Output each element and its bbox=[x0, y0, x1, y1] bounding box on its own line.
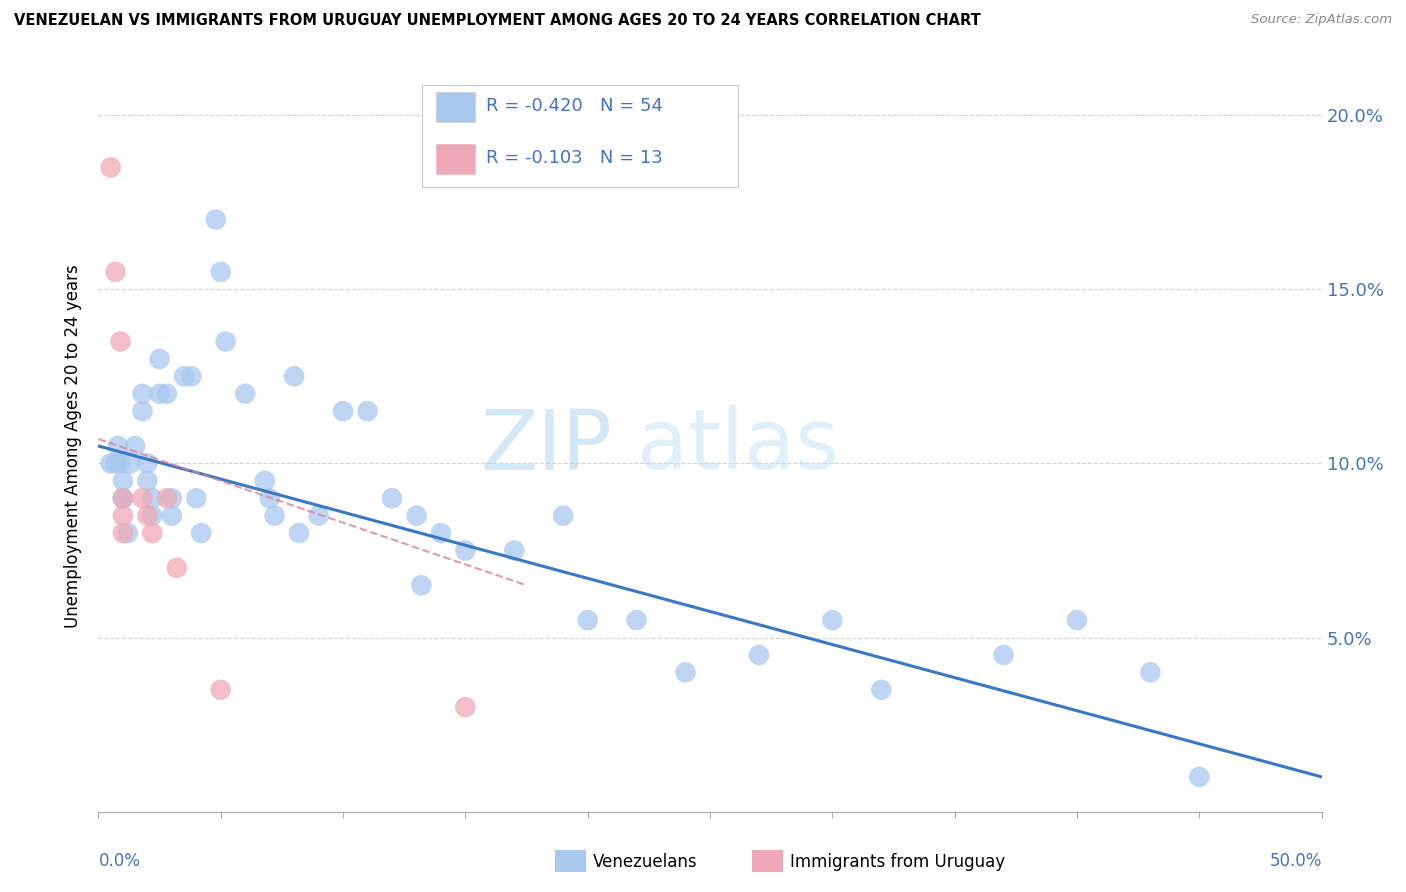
Point bbox=[186, 491, 208, 506]
Point bbox=[141, 526, 163, 541]
Point bbox=[141, 508, 163, 523]
Point bbox=[253, 474, 276, 488]
Point bbox=[156, 386, 179, 401]
Point bbox=[160, 491, 183, 506]
Point bbox=[104, 457, 127, 471]
Point bbox=[821, 613, 844, 627]
Point bbox=[110, 457, 132, 471]
Point bbox=[356, 404, 378, 418]
Point bbox=[503, 543, 526, 558]
Point bbox=[576, 613, 599, 627]
Text: Immigrants from Uruguay: Immigrants from Uruguay bbox=[790, 853, 1005, 871]
Point bbox=[263, 508, 285, 523]
Point bbox=[454, 543, 477, 558]
Point bbox=[173, 369, 195, 384]
Point bbox=[381, 491, 404, 506]
Point bbox=[870, 682, 893, 697]
Point bbox=[411, 578, 433, 592]
Point bbox=[553, 508, 575, 523]
Point bbox=[120, 457, 142, 471]
Point bbox=[1066, 613, 1088, 627]
Point bbox=[136, 457, 159, 471]
Text: R = -0.103   N = 13: R = -0.103 N = 13 bbox=[486, 149, 664, 167]
Point bbox=[626, 613, 648, 627]
Point bbox=[166, 561, 188, 575]
Point bbox=[117, 526, 139, 541]
Point bbox=[111, 491, 134, 506]
Point bbox=[308, 508, 330, 523]
Text: R = -0.420   N = 54: R = -0.420 N = 54 bbox=[486, 97, 664, 115]
Point bbox=[209, 265, 232, 279]
Point bbox=[111, 491, 134, 506]
Point bbox=[111, 474, 134, 488]
Y-axis label: Unemployment Among Ages 20 to 24 years: Unemployment Among Ages 20 to 24 years bbox=[65, 264, 83, 628]
Point bbox=[124, 439, 146, 453]
Text: Venezuelans: Venezuelans bbox=[593, 853, 697, 871]
Point bbox=[748, 648, 770, 662]
Point bbox=[405, 508, 427, 523]
Point bbox=[233, 386, 256, 401]
Point bbox=[141, 491, 163, 506]
Point bbox=[160, 508, 183, 523]
Point bbox=[111, 526, 134, 541]
Point bbox=[104, 265, 127, 279]
Point bbox=[111, 491, 134, 506]
Text: atlas: atlas bbox=[637, 406, 838, 486]
Point bbox=[993, 648, 1015, 662]
Point bbox=[288, 526, 311, 541]
Text: ZIP: ZIP bbox=[481, 406, 612, 486]
Point bbox=[1188, 770, 1211, 784]
Text: VENEZUELAN VS IMMIGRANTS FROM URUGUAY UNEMPLOYMENT AMONG AGES 20 TO 24 YEARS COR: VENEZUELAN VS IMMIGRANTS FROM URUGUAY UN… bbox=[14, 13, 981, 29]
Point bbox=[149, 351, 172, 366]
Point bbox=[100, 161, 122, 175]
Point bbox=[156, 491, 179, 506]
Text: 0.0%: 0.0% bbox=[98, 852, 141, 870]
Point bbox=[454, 700, 477, 714]
Point bbox=[110, 334, 132, 349]
Text: 50.0%: 50.0% bbox=[1270, 852, 1322, 870]
Point bbox=[214, 334, 236, 349]
Point bbox=[131, 404, 153, 418]
Point bbox=[430, 526, 453, 541]
Text: Source: ZipAtlas.com: Source: ZipAtlas.com bbox=[1251, 13, 1392, 27]
Point bbox=[111, 508, 134, 523]
Point bbox=[131, 386, 153, 401]
Point bbox=[205, 212, 228, 227]
Point bbox=[131, 491, 153, 506]
Point bbox=[107, 439, 129, 453]
Point bbox=[209, 682, 232, 697]
Point bbox=[100, 457, 122, 471]
Point bbox=[136, 474, 159, 488]
Point bbox=[283, 369, 305, 384]
Point bbox=[332, 404, 354, 418]
Point bbox=[1139, 665, 1161, 680]
Point bbox=[180, 369, 202, 384]
Point bbox=[259, 491, 281, 506]
Point bbox=[149, 386, 172, 401]
Point bbox=[190, 526, 212, 541]
Point bbox=[675, 665, 697, 680]
Point bbox=[136, 508, 159, 523]
